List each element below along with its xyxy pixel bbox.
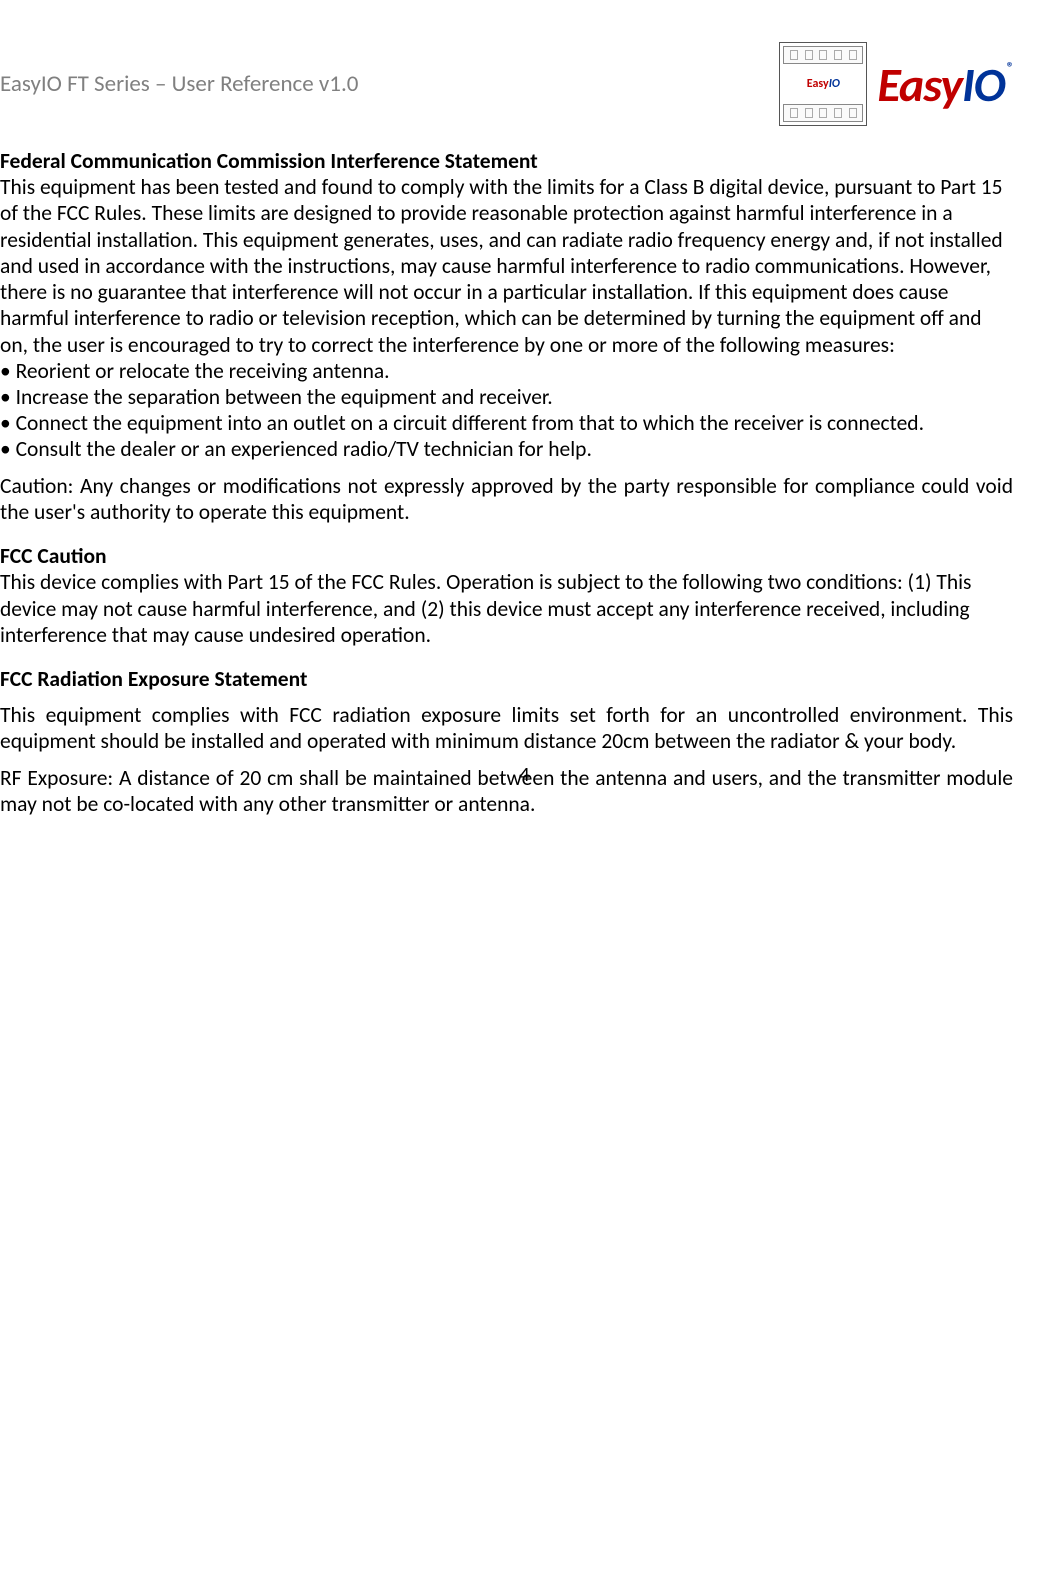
module-top-strip: [783, 46, 863, 64]
document-page: EasyIO FT Series – User Reference v1.0 E…: [0, 0, 1049, 817]
brand-red: Easy: [877, 55, 962, 114]
module-bottom-strip: [783, 104, 863, 122]
radiation-heading: FCC Radiation Exposure Statement: [0, 666, 1013, 692]
fcc-bullet-2: • Increase the separation between the eq…: [0, 384, 1013, 410]
fcc-caution-body: This device complies with Part 15 of the…: [0, 569, 1013, 648]
fcc-caution-note: Caution: Any changes or modifications no…: [0, 473, 1013, 525]
radiation-body-1: This equipment complies with FCC radiati…: [0, 702, 1013, 754]
module-icon: EasyIO: [779, 42, 867, 126]
doc-title: EasyIO FT Series – User Reference v1.0: [0, 70, 779, 98]
brand-logo: EasyIO®: [877, 55, 1013, 114]
page-header: EasyIO FT Series – User Reference v1.0 E…: [0, 42, 1013, 126]
fcc-statement-body: This equipment has been tested and found…: [0, 174, 1013, 358]
registered-icon: ®: [1007, 59, 1013, 76]
module-label: EasyIO: [783, 64, 863, 104]
fcc-caution-heading: FCC Caution: [0, 543, 1013, 569]
fcc-bullet-1: • Reorient or relocate the receiving ant…: [0, 358, 1013, 384]
module-text-red: Easy: [807, 77, 829, 91]
page-number: 4: [0, 761, 1049, 787]
logo-area: EasyIO EasyIO®: [779, 42, 1013, 126]
module-text-blue: IO: [829, 77, 840, 91]
fcc-bullet-4: • Consult the dealer or an experienced r…: [0, 436, 1013, 462]
fcc-bullet-3: • Connect the equipment into an outlet o…: [0, 410, 1013, 436]
brand-blue: IO: [962, 55, 1005, 114]
content-body: Federal Communication Commission Interfe…: [0, 148, 1013, 817]
fcc-statement-heading: Federal Communication Commission Interfe…: [0, 148, 1013, 174]
